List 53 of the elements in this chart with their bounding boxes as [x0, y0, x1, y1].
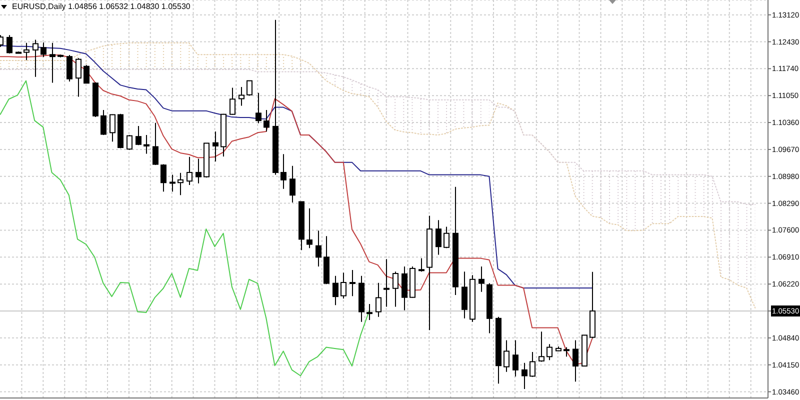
candlestick [306, 208, 312, 249]
candlestick [572, 340, 578, 382]
candlestick [504, 340, 510, 372]
candlestick [110, 114, 116, 142]
candlestick [316, 230, 322, 268]
candlestick [212, 130, 218, 162]
line-series [0, 42, 756, 308]
candlestick [32, 39, 38, 78]
candlestick [332, 275, 338, 306]
candlestick [126, 134, 132, 150]
candlestick [530, 351, 536, 378]
candlestick [178, 172, 184, 196]
candlestick [444, 226, 450, 249]
candlestick [76, 58, 82, 98]
candlestick [264, 110, 270, 132]
candlestick [538, 331, 544, 362]
candlestick [66, 54, 72, 82]
candlestick [24, 42, 30, 61]
candlestick [160, 164, 166, 192]
candlestick [392, 271, 398, 308]
candlestick [136, 126, 142, 146]
chart-title: EURUSD,Daily 1.04856 1.06532 1.04830 1.05530 [12, 2, 190, 12]
candlestick [100, 110, 106, 136]
candlestick [196, 158, 202, 184]
candlestick [418, 258, 424, 272]
candlestick [152, 122, 158, 166]
candlestick [512, 340, 518, 378]
candlestick [246, 80, 252, 96]
candlestick [290, 165, 296, 204]
candlestick [546, 344, 552, 361]
candlestick [350, 270, 356, 297]
candlestick [144, 134, 150, 154]
candlestick [366, 303, 372, 320]
candlestick [340, 272, 346, 299]
candlestick [186, 156, 192, 186]
candlestick [230, 87, 236, 116]
candlestick [402, 266, 408, 311]
candlestick [84, 64, 90, 84]
candlestick [376, 282, 382, 318]
candlestick [564, 346, 570, 358]
candlestick [238, 86, 244, 106]
candlestick [50, 42, 56, 84]
candlestick [478, 266, 484, 292]
candlestick [40, 42, 46, 58]
candlestick [6, 34, 12, 54]
candlestick [256, 92, 262, 124]
candlestick [462, 271, 468, 319]
candlestick [170, 174, 176, 192]
candlestick [436, 220, 442, 256]
line-series [0, 80, 370, 376]
candlestick [384, 258, 390, 308]
candlestick [522, 362, 528, 390]
candlestick [280, 154, 286, 190]
